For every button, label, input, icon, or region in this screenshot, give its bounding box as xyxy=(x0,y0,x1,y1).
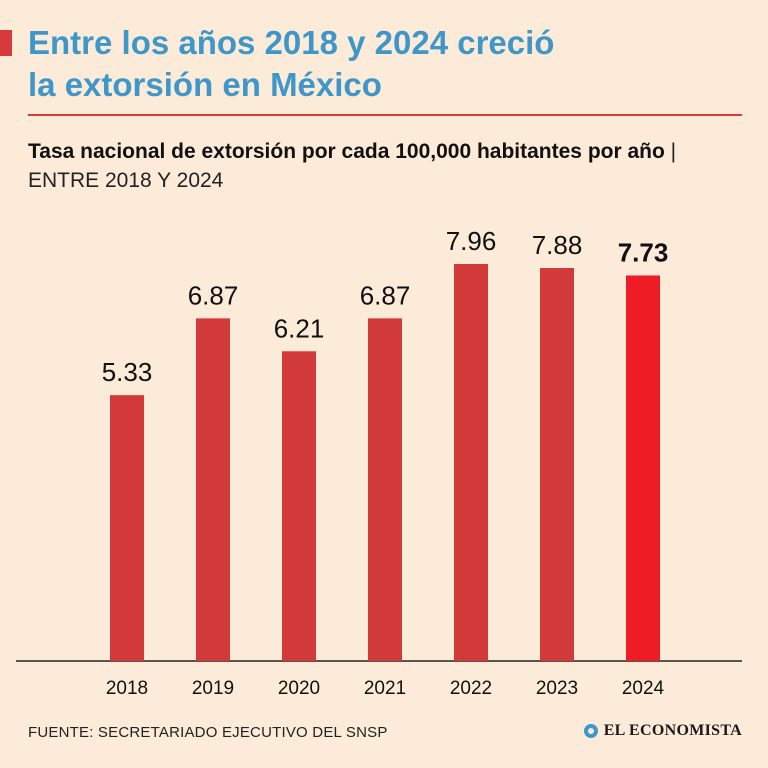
headline-line-2: la extorsión en México xyxy=(28,66,382,103)
bar-2018 xyxy=(110,395,144,661)
headline-divider xyxy=(28,114,742,116)
x-tick-label-2019: 2019 xyxy=(192,678,234,699)
source-note: FUENTE: SECRETARIADO EJECUTIVO DEL SNSP xyxy=(28,724,388,741)
bar-2020 xyxy=(282,351,316,661)
brand-name: EL ECONOMISTA xyxy=(603,722,742,739)
headline: Entre los años 2018 y 2024 creció la ext… xyxy=(28,22,748,106)
x-tick-label-2018: 2018 xyxy=(106,678,148,699)
bar-2023 xyxy=(540,267,574,661)
value-label-2018: 5.33 xyxy=(102,357,153,387)
bar-2021 xyxy=(368,318,402,661)
value-label-2022: 7.96 xyxy=(446,226,497,256)
x-tick-label-2024: 2024 xyxy=(622,678,665,699)
bar-2019 xyxy=(196,318,230,661)
x-tick-label-2022: 2022 xyxy=(450,678,492,699)
value-label-2023: 7.88 xyxy=(532,230,583,260)
x-tick-label-2021: 2021 xyxy=(364,678,406,699)
value-label-2019: 6.87 xyxy=(188,280,239,310)
bar-2024 xyxy=(626,275,660,661)
subtitle-range: ENTRE 2018 Y 2024 xyxy=(28,169,224,192)
x-tick-label-2023: 2023 xyxy=(536,678,578,699)
brand-logo: EL ECONOMISTA xyxy=(583,722,742,740)
x-tick-label-2020: 2020 xyxy=(278,678,320,699)
subtitle-main: Tasa nacional de extorsión por cada 100,… xyxy=(28,140,665,163)
bar-2022 xyxy=(454,264,488,661)
value-label-2020: 6.21 xyxy=(274,313,325,343)
subtitle-separator: | xyxy=(670,140,677,163)
headline-line-1: Entre los años 2018 y 2024 creció xyxy=(28,24,555,61)
value-label-2021: 6.87 xyxy=(360,280,411,310)
economista-logo-icon xyxy=(583,724,598,738)
accent-bar xyxy=(0,30,12,56)
value-label-2024: 7.73 xyxy=(618,237,669,267)
chart-subtitle: Tasa nacional de extorsión por cada 100,… xyxy=(28,137,748,195)
